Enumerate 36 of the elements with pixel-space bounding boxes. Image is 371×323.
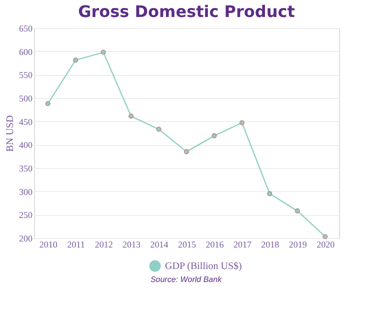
x-tick-label: 2011: [67, 240, 85, 250]
point: [212, 133, 217, 138]
y-tick-label: 250: [19, 210, 33, 220]
legend-label: GDP (Billion US$): [165, 261, 242, 272]
point: [322, 234, 328, 240]
y-tick-label: 450: [19, 116, 33, 127]
chart-title: Gross Domestic Product: [78, 2, 296, 21]
point: [239, 120, 244, 126]
x-tick-label: 2017: [233, 240, 252, 250]
y-tick-label: 600: [19, 46, 33, 57]
x-tick-label: 2014: [150, 240, 169, 250]
point: [73, 58, 78, 63]
x-tick-label: 2013: [122, 240, 142, 250]
x-tick-label: 2015: [178, 240, 196, 250]
y-tick-label: 650: [19, 24, 33, 34]
point: [100, 50, 106, 55]
x-tick-label: 2010: [39, 240, 58, 250]
x-tick-label: 2020: [316, 240, 336, 250]
y-tick-label: 500: [19, 94, 33, 104]
y-tick-label: 400: [19, 140, 33, 150]
x-tick-label: 2018: [261, 240, 280, 250]
x-tick-label: 2019: [288, 240, 308, 250]
y-tick-label: 550: [19, 70, 33, 80]
point: [45, 101, 50, 106]
y-axis-title: BN USD: [5, 115, 16, 152]
y-tick-label: 200: [19, 234, 33, 244]
y-tick-label: 350: [19, 164, 33, 174]
point: [156, 126, 162, 132]
point: [184, 149, 190, 154]
point: [128, 114, 134, 119]
point: [267, 191, 272, 196]
point: [294, 208, 300, 214]
y-tick-label: 300: [19, 186, 33, 197]
x-tick-label: 2016: [206, 240, 224, 250]
x-tick-label: 2012: [94, 240, 113, 250]
source-note: Source: World Bank: [150, 275, 223, 284]
